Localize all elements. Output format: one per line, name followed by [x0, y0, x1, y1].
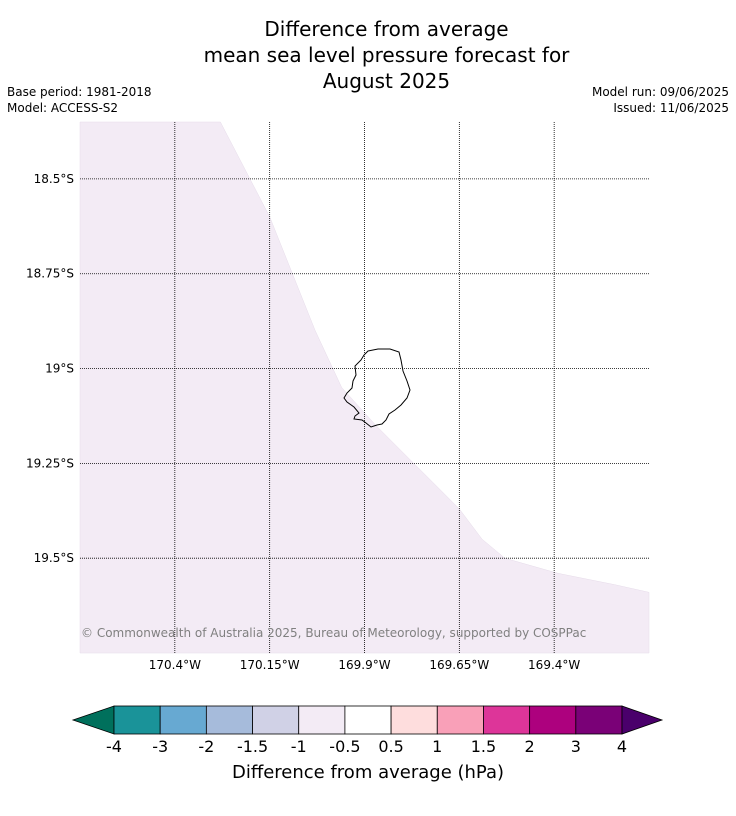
colorbar-tick-label: 2 — [525, 737, 535, 756]
longitude-labels: 170.4°W 170.15°W 169.9°W 169.65°W 169.4°W — [149, 658, 581, 672]
colorbar-tick-label: -1 — [291, 737, 307, 756]
chart-title: Difference from average mean sea level p… — [0, 16, 736, 94]
longitude-label: 170.4°W — [149, 658, 201, 672]
colorbar-box — [390, 705, 438, 735]
colorbar-box — [159, 705, 207, 735]
longitude-label: 169.9°W — [338, 658, 390, 672]
island-outline — [343, 348, 411, 428]
colorbar-labels: -4 -3 -2 -1.5 -1 -0.5 0.5 1 1.5 2 3 4 — [106, 737, 627, 756]
colorbar-box — [344, 705, 392, 735]
colorbar-tick-label: -1.5 — [237, 737, 268, 756]
colorbar-box — [252, 705, 300, 735]
colorbar-box — [436, 705, 484, 735]
longitude-label: 170.15°W — [240, 658, 300, 672]
issued-text: Issued: 11/06/2025 — [613, 101, 729, 115]
meta-right: Model run: 09/06/2025 Issued: 11/06/2025 — [592, 84, 729, 116]
colorbar-box — [575, 705, 623, 735]
longitude-label: 169.4°W — [528, 658, 580, 672]
map-panel: 18.5°S18.75°S19°S19.25°S19.5°S 170.4°W 17… — [26, 121, 650, 672]
colorbar: -4 -3 -2 -1.5 -1 -0.5 0.5 1 1.5 2 3 4 Difference fr… — [71, 705, 664, 783]
meta-left: Base period: 1981-2018 Model: ACCESS-S2 — [7, 84, 152, 116]
colorbar-tick-label: -2 — [198, 737, 214, 756]
colorbar-tick-label: -0.5 — [329, 737, 360, 756]
title-line-1: Difference from average — [264, 17, 509, 41]
colorbar-over-arrow — [621, 705, 664, 735]
model-run-text: Model run: 09/06/2025 — [591, 85, 729, 99]
latitude-label: 18.5°S — [34, 172, 74, 186]
latitude-label: 18.75°S — [26, 267, 74, 281]
colorbar-tick-label: -3 — [152, 737, 168, 756]
colorbar-box — [298, 705, 346, 735]
colorbar-tick-label: 3 — [571, 737, 581, 756]
colorbar-boxes — [113, 705, 623, 735]
model-text: Model: ACCESS-S2 — [7, 101, 119, 115]
copyright-text: © Commonwealth of Australia 2025, Bureau… — [81, 626, 586, 640]
colorbar-tick-label: 0.5 — [378, 737, 403, 756]
base-period-text: Base period: 1981-2018 — [7, 85, 152, 99]
latitude-label: 19.25°S — [26, 456, 74, 470]
colorbar-box — [205, 705, 253, 735]
latitude-label: 19°S — [45, 362, 74, 376]
latitude-labels: 18.5°S 18.75°S 19°S 19.25°S 19.5°S — [26, 172, 74, 565]
colorbar-box — [483, 705, 531, 735]
colorbar-tick-label: 1 — [432, 737, 442, 756]
colorbar-title: Difference from average (hPa) — [232, 762, 504, 783]
graticule — [80, 122, 649, 653]
latitude-label: 19.5°S — [34, 551, 74, 565]
longitude-label: 169.65°W — [429, 658, 489, 672]
colorbar-tick-label: -4 — [106, 737, 122, 756]
colorbar-tick-label: 1.5 — [471, 737, 496, 756]
colorbar-under-arrow — [71, 705, 115, 735]
colorbar-box — [113, 705, 161, 735]
title-line-3: August 2025 — [322, 69, 451, 93]
title-line-2: mean sea level pressure forecast for — [203, 43, 570, 67]
colorbar-box — [529, 705, 577, 735]
colorbar-tick-label: 4 — [617, 737, 627, 756]
